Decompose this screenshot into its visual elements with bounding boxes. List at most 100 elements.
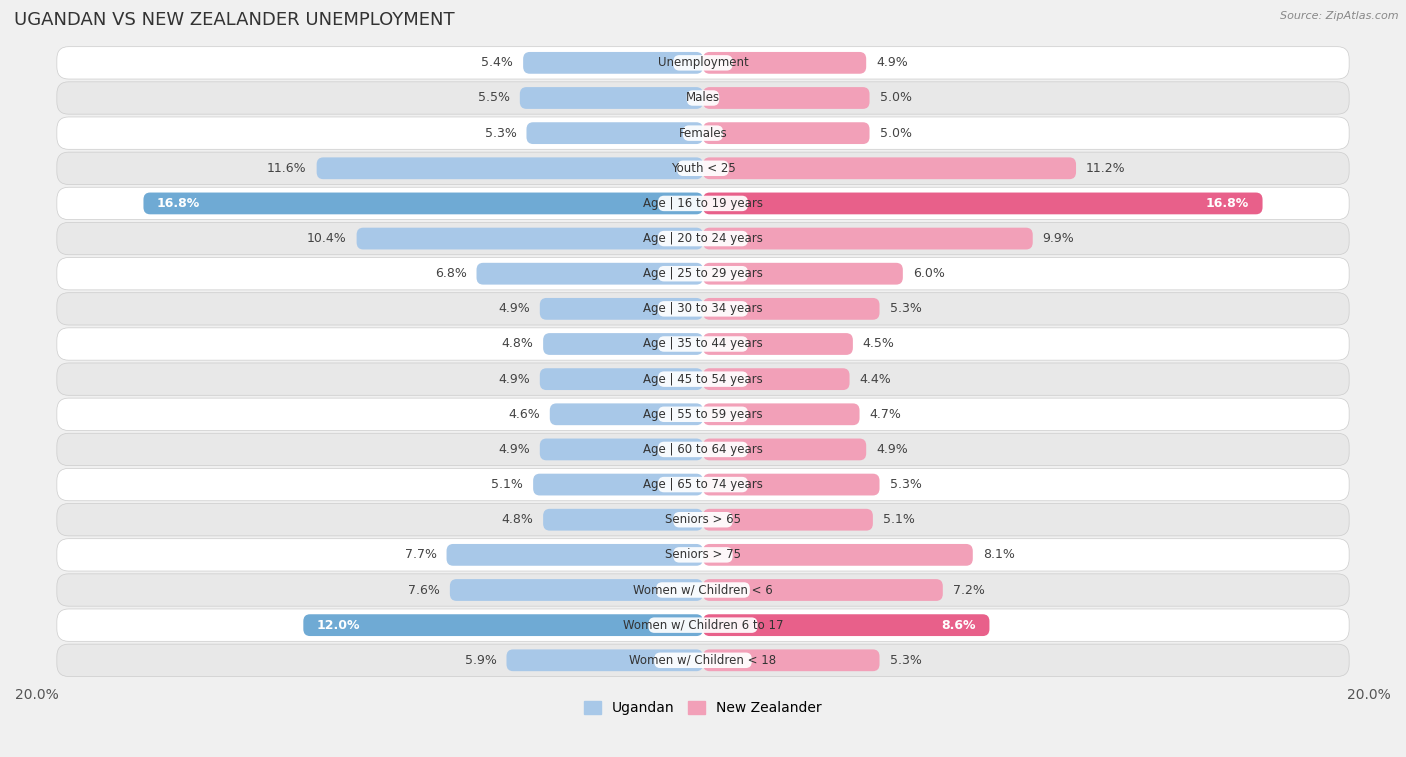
Text: Age | 35 to 44 years: Age | 35 to 44 years (643, 338, 763, 350)
FancyBboxPatch shape (56, 328, 1350, 360)
Text: 5.0%: 5.0% (880, 92, 911, 104)
FancyBboxPatch shape (543, 509, 703, 531)
FancyBboxPatch shape (703, 579, 943, 601)
FancyBboxPatch shape (686, 90, 720, 106)
Text: Youth < 25: Youth < 25 (671, 162, 735, 175)
FancyBboxPatch shape (533, 474, 703, 496)
Text: Unemployment: Unemployment (658, 56, 748, 70)
Text: 5.1%: 5.1% (491, 478, 523, 491)
FancyBboxPatch shape (143, 192, 703, 214)
FancyBboxPatch shape (703, 52, 866, 73)
FancyBboxPatch shape (648, 618, 758, 633)
FancyBboxPatch shape (673, 547, 733, 562)
Text: 4.4%: 4.4% (859, 372, 891, 385)
FancyBboxPatch shape (703, 438, 866, 460)
FancyBboxPatch shape (56, 433, 1350, 466)
FancyBboxPatch shape (304, 614, 703, 636)
Text: 5.3%: 5.3% (890, 478, 921, 491)
FancyBboxPatch shape (56, 644, 1350, 677)
Text: Women w/ Children < 18: Women w/ Children < 18 (630, 654, 776, 667)
FancyBboxPatch shape (703, 228, 1033, 250)
Text: 7.2%: 7.2% (953, 584, 984, 597)
FancyBboxPatch shape (450, 579, 703, 601)
FancyBboxPatch shape (56, 539, 1350, 571)
FancyBboxPatch shape (447, 544, 703, 565)
Text: 5.3%: 5.3% (485, 126, 516, 139)
FancyBboxPatch shape (703, 544, 973, 565)
Text: Source: ZipAtlas.com: Source: ZipAtlas.com (1281, 11, 1399, 21)
FancyBboxPatch shape (703, 650, 880, 671)
FancyBboxPatch shape (683, 126, 723, 141)
FancyBboxPatch shape (673, 55, 733, 70)
FancyBboxPatch shape (658, 336, 748, 352)
FancyBboxPatch shape (56, 117, 1350, 149)
FancyBboxPatch shape (703, 509, 873, 531)
Text: Age | 20 to 24 years: Age | 20 to 24 years (643, 232, 763, 245)
FancyBboxPatch shape (658, 477, 748, 492)
FancyBboxPatch shape (658, 266, 748, 282)
FancyBboxPatch shape (703, 474, 880, 496)
Text: Age | 65 to 74 years: Age | 65 to 74 years (643, 478, 763, 491)
FancyBboxPatch shape (56, 223, 1350, 255)
FancyBboxPatch shape (56, 503, 1350, 536)
FancyBboxPatch shape (56, 187, 1350, 220)
FancyBboxPatch shape (56, 609, 1350, 641)
FancyBboxPatch shape (316, 157, 703, 179)
Text: UGANDAN VS NEW ZEALANDER UNEMPLOYMENT: UGANDAN VS NEW ZEALANDER UNEMPLOYMENT (14, 11, 454, 30)
Text: 5.3%: 5.3% (890, 302, 921, 316)
Text: 5.3%: 5.3% (890, 654, 921, 667)
Text: 7.6%: 7.6% (408, 584, 440, 597)
Text: 11.6%: 11.6% (267, 162, 307, 175)
FancyBboxPatch shape (543, 333, 703, 355)
FancyBboxPatch shape (703, 298, 880, 319)
FancyBboxPatch shape (657, 582, 749, 598)
Text: Females: Females (679, 126, 727, 139)
FancyBboxPatch shape (56, 469, 1350, 500)
FancyBboxPatch shape (703, 368, 849, 390)
Text: 4.9%: 4.9% (498, 372, 530, 385)
FancyBboxPatch shape (658, 196, 748, 211)
FancyBboxPatch shape (658, 441, 748, 457)
Text: 11.2%: 11.2% (1085, 162, 1126, 175)
FancyBboxPatch shape (703, 614, 990, 636)
Text: 4.9%: 4.9% (876, 56, 908, 70)
Text: 4.8%: 4.8% (502, 513, 533, 526)
FancyBboxPatch shape (673, 512, 733, 528)
FancyBboxPatch shape (56, 398, 1350, 431)
Text: Age | 55 to 59 years: Age | 55 to 59 years (643, 408, 763, 421)
Text: Age | 60 to 64 years: Age | 60 to 64 years (643, 443, 763, 456)
FancyBboxPatch shape (654, 653, 752, 668)
FancyBboxPatch shape (56, 257, 1350, 290)
Text: Women w/ Children < 6: Women w/ Children < 6 (633, 584, 773, 597)
FancyBboxPatch shape (506, 650, 703, 671)
Text: 8.6%: 8.6% (942, 618, 976, 631)
Text: 4.9%: 4.9% (498, 443, 530, 456)
Text: Age | 30 to 34 years: Age | 30 to 34 years (643, 302, 763, 316)
FancyBboxPatch shape (550, 403, 703, 425)
FancyBboxPatch shape (357, 228, 703, 250)
Text: 5.9%: 5.9% (464, 654, 496, 667)
FancyBboxPatch shape (540, 298, 703, 319)
Text: Age | 25 to 29 years: Age | 25 to 29 years (643, 267, 763, 280)
Text: 5.0%: 5.0% (880, 126, 911, 139)
Text: Seniors > 75: Seniors > 75 (665, 548, 741, 562)
FancyBboxPatch shape (678, 160, 728, 176)
Text: 5.5%: 5.5% (478, 92, 510, 104)
Text: 4.6%: 4.6% (508, 408, 540, 421)
Text: 7.7%: 7.7% (405, 548, 436, 562)
FancyBboxPatch shape (658, 407, 748, 422)
FancyBboxPatch shape (703, 87, 869, 109)
Text: 4.8%: 4.8% (502, 338, 533, 350)
FancyBboxPatch shape (56, 152, 1350, 185)
Text: 4.9%: 4.9% (876, 443, 908, 456)
Text: 4.7%: 4.7% (869, 408, 901, 421)
FancyBboxPatch shape (540, 438, 703, 460)
FancyBboxPatch shape (703, 263, 903, 285)
FancyBboxPatch shape (56, 293, 1350, 325)
Legend: Ugandan, New Zealander: Ugandan, New Zealander (583, 701, 823, 715)
Text: 4.5%: 4.5% (863, 338, 894, 350)
Text: Age | 16 to 19 years: Age | 16 to 19 years (643, 197, 763, 210)
FancyBboxPatch shape (658, 372, 748, 387)
Text: Age | 45 to 54 years: Age | 45 to 54 years (643, 372, 763, 385)
FancyBboxPatch shape (703, 192, 1263, 214)
